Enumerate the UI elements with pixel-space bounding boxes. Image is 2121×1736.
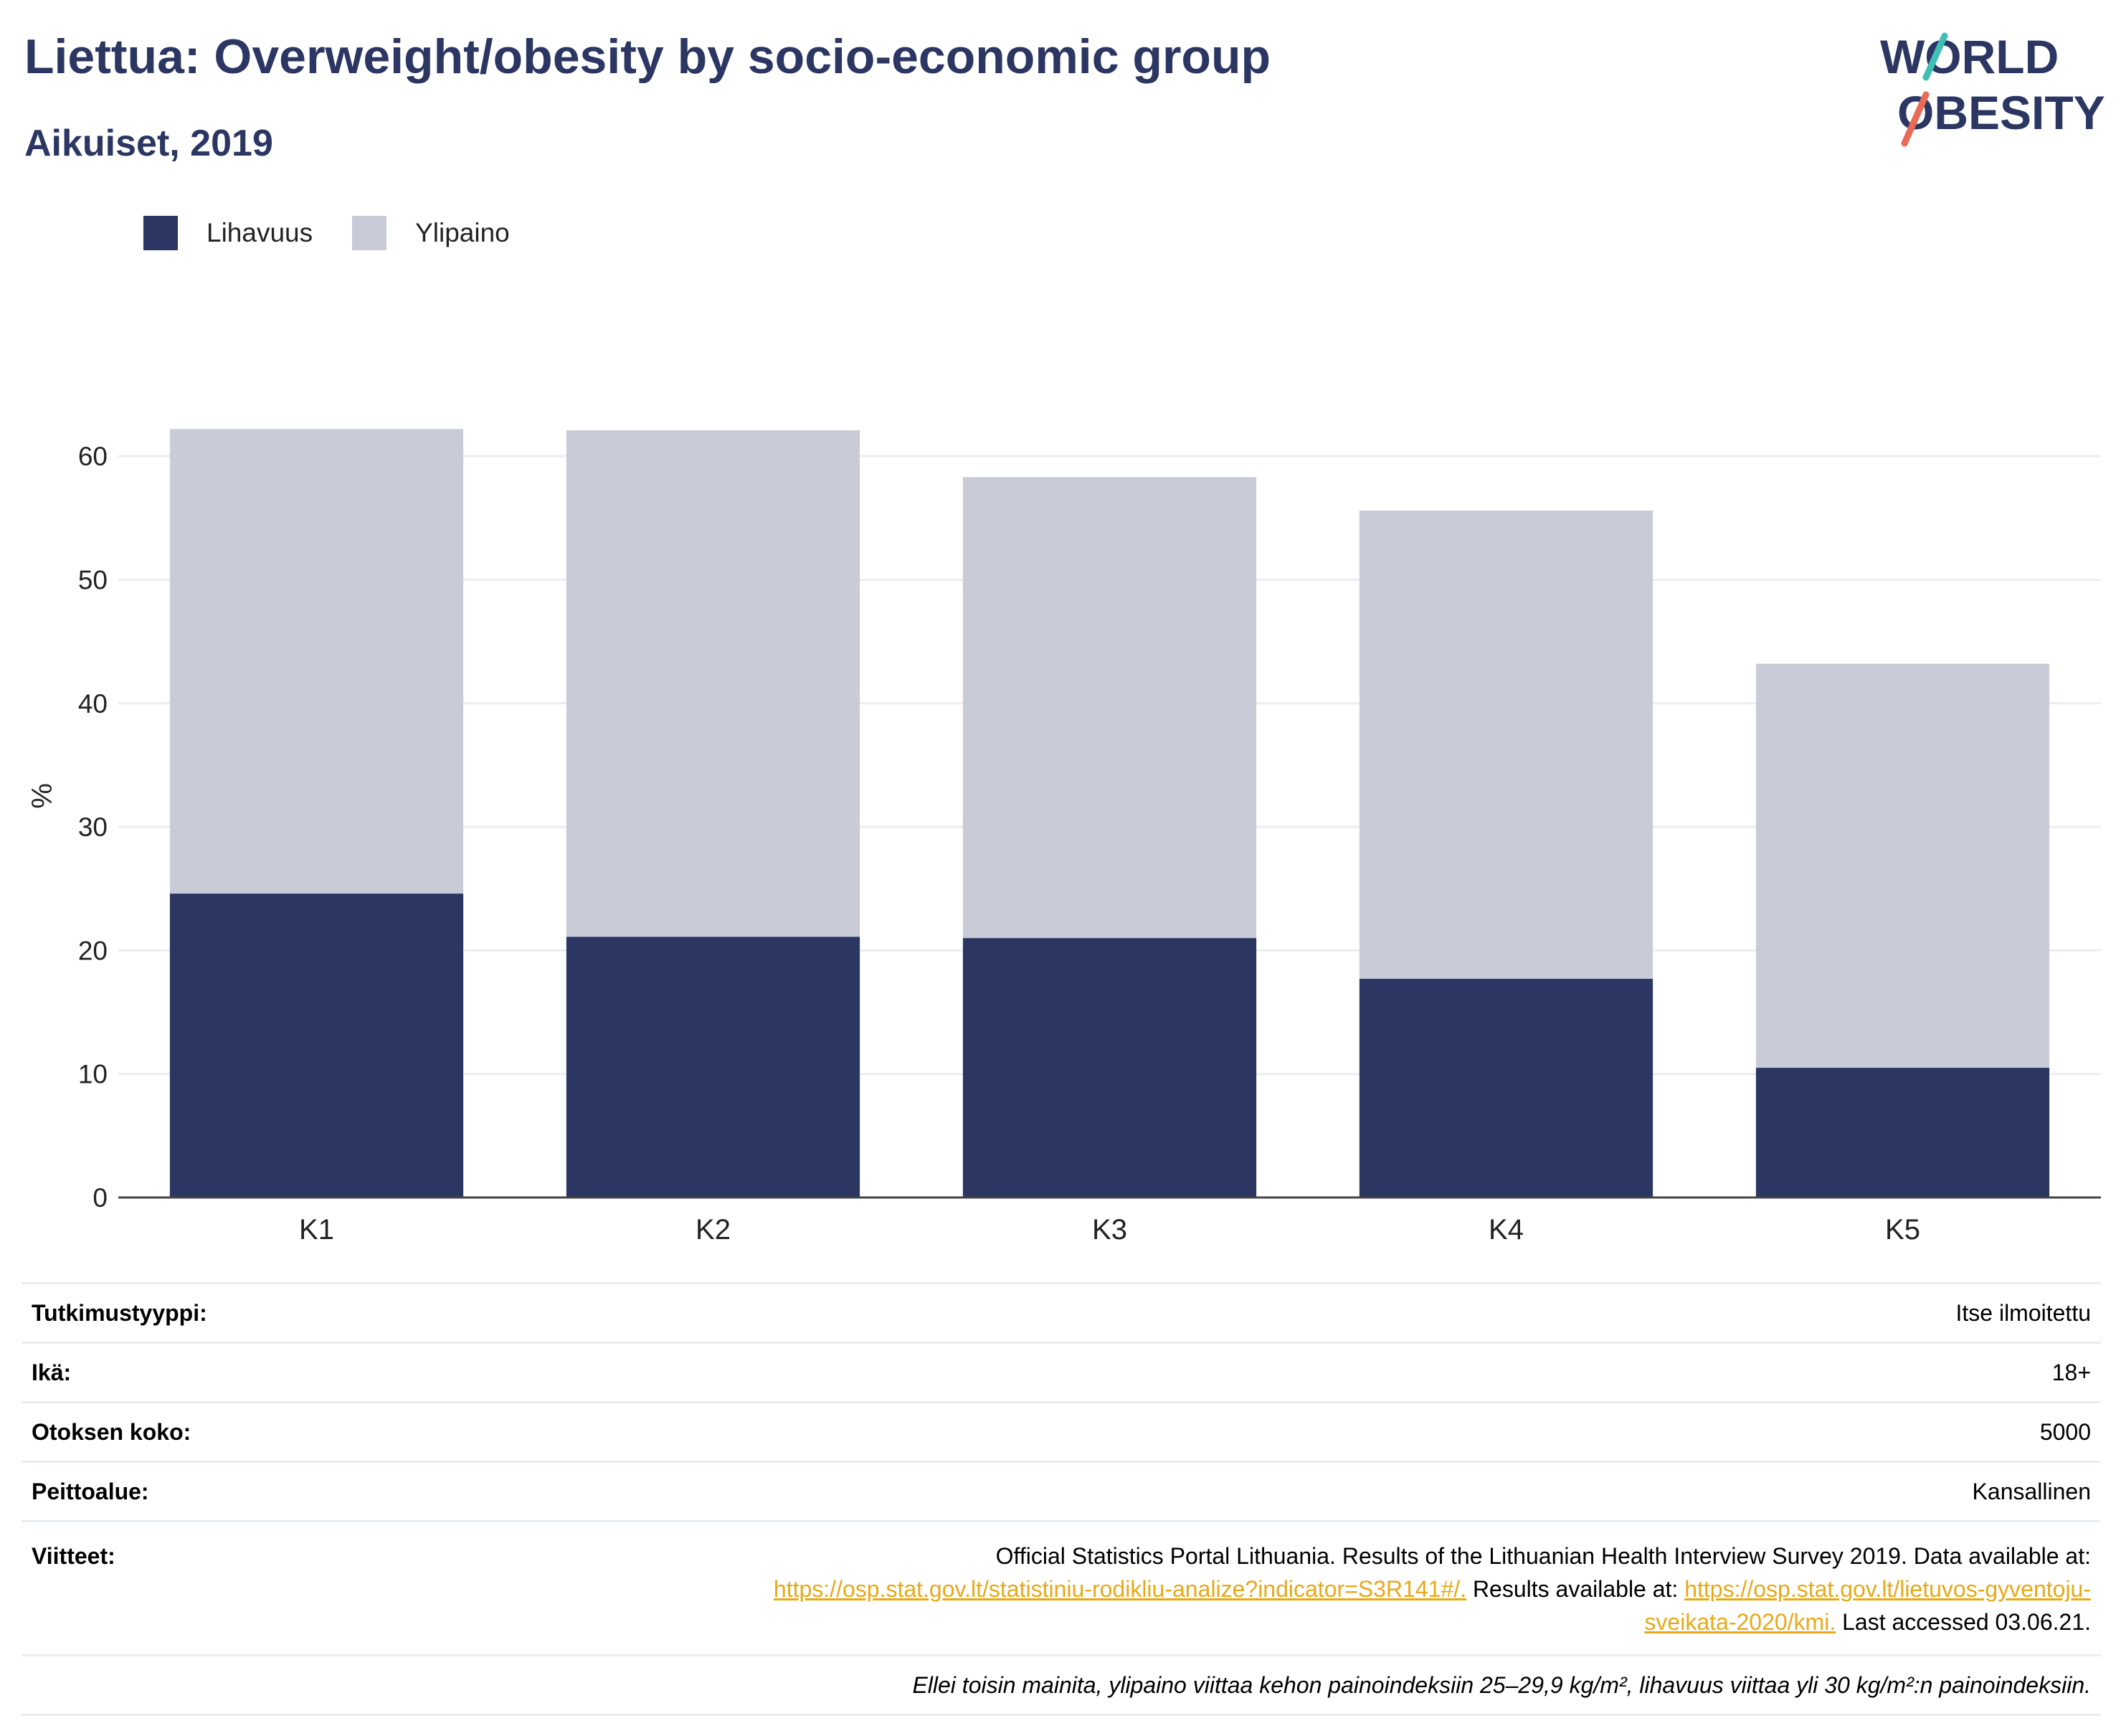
- x-tick-label: K4: [1489, 1214, 1524, 1246]
- reference-link-2[interactable]: https://osp.stat.gov.lt/lietuvos-gyvento…: [1684, 1576, 2091, 1602]
- logo-line1: WORLD: [1880, 30, 2059, 83]
- bar-overweight-k4[interactable]: [1359, 510, 1653, 980]
- info-value: Itse ilmoitettu: [1955, 1300, 2091, 1326]
- x-tick-label: K1: [299, 1214, 334, 1246]
- info-row-age: Ikä: 18+: [22, 1342, 2101, 1401]
- info-label: Viitteet:: [32, 1543, 115, 1569]
- chart-legend: Lihavuus Ylipaino: [143, 212, 549, 255]
- bar-obesity-k1[interactable]: [169, 893, 464, 1197]
- reference-text-2: Results available at:: [1466, 1576, 1685, 1602]
- legend-label-obesity: Lihavuus: [207, 218, 313, 247]
- bar-obesity-k2[interactable]: [566, 936, 860, 1197]
- reference-text-1: Official Statistics Portal Lithuania. Re…: [995, 1543, 2091, 1569]
- bar-overweight-k5[interactable]: [1755, 663, 2050, 1068]
- stacked-bar-chart: 0 10 20 30 40 50 60% K1 K2 K3 K4 K5: [27, 429, 2101, 1246]
- y-tick-label: 10: [78, 1060, 108, 1089]
- legend-item-overweight[interactable]: Ylipaino: [352, 216, 510, 250]
- x-tick-label: K5: [1885, 1214, 1920, 1246]
- info-label: Otoksen koko:: [32, 1418, 191, 1445]
- info-label: Peittoalue:: [32, 1478, 149, 1504]
- reference-text-3: Last accessed 03.06.21.: [1836, 1609, 2091, 1635]
- info-row-sample-size: Otoksen koko: 5000: [22, 1401, 2101, 1461]
- bar-obesity-k3[interactable]: [962, 938, 1257, 1197]
- y-tick-label: 20: [78, 936, 108, 965]
- info-row-survey-type: Tutkimustyyppi: Itse ilmoitettu: [22, 1282, 2101, 1342]
- world-obesity-logo: WORLD OBESITY: [1880, 30, 2105, 147]
- y-tick-label: 40: [78, 689, 108, 718]
- info-value: 5000: [2039, 1419, 2091, 1445]
- info-table: Tutkimustyyppi: Itse ilmoitettu Ikä: 18+…: [22, 1282, 2101, 1716]
- page-subtitle: Aikuiset, 2019: [24, 123, 273, 164]
- bar-obesity-k5[interactable]: [1755, 1068, 2050, 1197]
- reference-link-2-cont[interactable]: sveikata-2020/kmi.: [1644, 1609, 1836, 1635]
- logo-coral-slash: [1901, 91, 1930, 147]
- bar-overweight-k3[interactable]: [962, 477, 1257, 939]
- legend-item-obesity[interactable]: Lihavuus: [143, 216, 313, 250]
- x-tick-label: K3: [1092, 1214, 1127, 1246]
- y-axis-label: %: [27, 783, 58, 809]
- legend-swatch-overweight: [352, 216, 387, 250]
- legend-label-overweight: Ylipaino: [415, 218, 510, 247]
- bar-overweight-k2[interactable]: [566, 430, 860, 937]
- info-value: Kansallinen: [1972, 1479, 2091, 1504]
- info-row-note: Ellei toisin mainita, ylipaino viittaa k…: [22, 1654, 2101, 1716]
- y-tick-label: 60: [78, 442, 108, 471]
- info-label: Tutkimustyyppi:: [32, 1299, 207, 1326]
- page-title: Liettua: Overweight/obesity by socio-eco…: [24, 29, 1271, 84]
- legend-swatch-obesity: [143, 216, 178, 250]
- info-value: 18+: [2051, 1360, 2091, 1385]
- reference-link-1[interactable]: https://osp.stat.gov.lt/statistiniu-rodi…: [773, 1576, 1467, 1602]
- y-tick-label: 30: [78, 812, 108, 842]
- y-tick-label: 50: [78, 565, 108, 594]
- logo-teal-slash: [1922, 32, 1948, 81]
- logo-line2: OBESITY: [1897, 86, 2105, 139]
- y-tick-label: 0: [92, 1183, 108, 1213]
- bar-overweight-k1[interactable]: [169, 429, 464, 894]
- references-text: Official Statistics Portal Lithuania. Re…: [774, 1540, 2091, 1638]
- definition-note: Ellei toisin mainita, ylipaino viittaa k…: [912, 1672, 2091, 1698]
- bar-obesity-k4[interactable]: [1359, 979, 1653, 1197]
- info-row-coverage: Peittoalue: Kansallinen: [22, 1461, 2101, 1520]
- info-label: Ikä:: [32, 1359, 72, 1385]
- info-row-references: Viitteet: Official Statistics Portal Lit…: [22, 1520, 2101, 1654]
- x-tick-label: K2: [696, 1214, 731, 1246]
